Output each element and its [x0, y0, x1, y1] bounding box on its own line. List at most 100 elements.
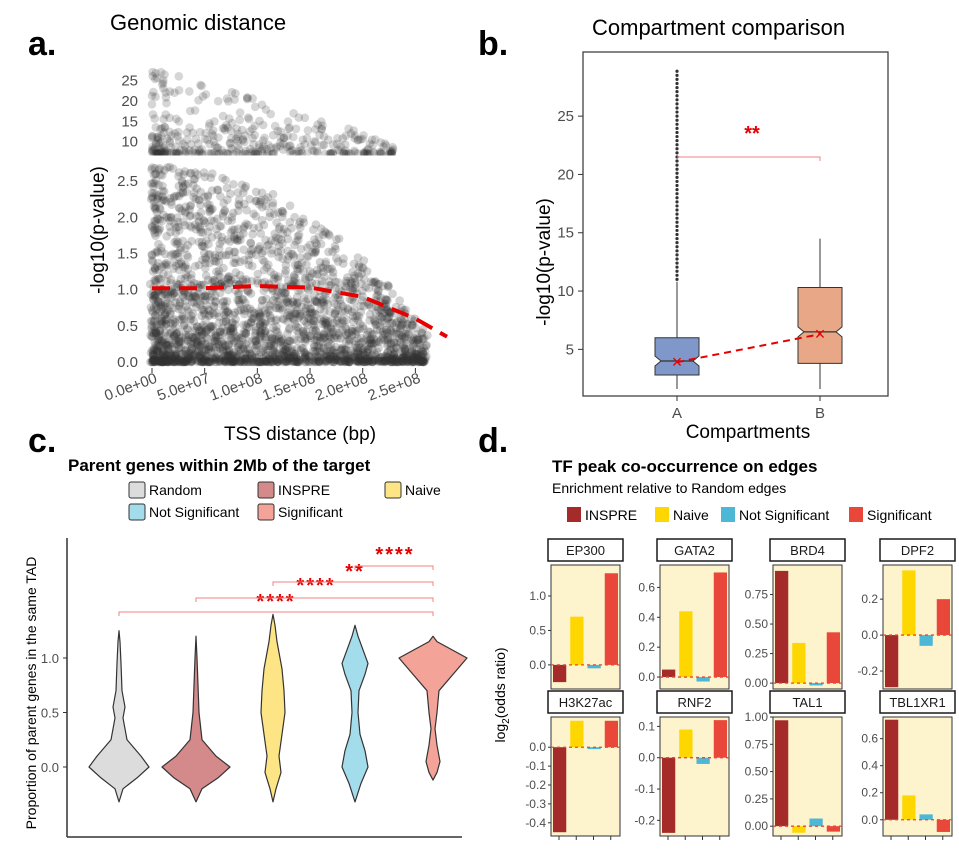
- scatter-point: [241, 349, 250, 359]
- scatter-point: [156, 147, 166, 157]
- scatter-point: [418, 324, 428, 334]
- scatter-point: [243, 319, 253, 328]
- scatter-point: [269, 270, 279, 280]
- scatter-point: [234, 201, 244, 210]
- scatter-point: [249, 147, 258, 156]
- scatter-point: [295, 217, 305, 227]
- scatter-point: [234, 145, 244, 154]
- scatter-point: [342, 331, 352, 340]
- x-axis-label: TSS distance (bp): [224, 424, 376, 445]
- scatter-point: [419, 355, 429, 365]
- scatter-point: [175, 356, 185, 365]
- scatter-point: [353, 356, 362, 366]
- scatter-point: [209, 325, 218, 334]
- scatter-point: [149, 328, 159, 338]
- scatter-point: [201, 346, 211, 356]
- scatter-point: [172, 330, 181, 339]
- scatter-point: [147, 332, 157, 342]
- scatter-point: [398, 353, 408, 362]
- scatter-point: [174, 336, 183, 346]
- scatter-point: [226, 228, 236, 237]
- scatter-point: [181, 356, 191, 365]
- scatter-point: [190, 292, 199, 301]
- scatter-point: [221, 355, 231, 364]
- scatter-point: [148, 71, 157, 81]
- scatter-point: [392, 357, 402, 367]
- scatter-point: [180, 263, 190, 272]
- scatter-point: [283, 234, 293, 244]
- scatter-point: [352, 356, 361, 366]
- scatter-point: [365, 335, 375, 345]
- outlier-point: [675, 224, 679, 228]
- scatter-point: [278, 303, 288, 312]
- scatter-point: [267, 245, 277, 255]
- scatter-point: [287, 312, 296, 321]
- scatter-point: [152, 194, 162, 204]
- scatter-point: [255, 335, 264, 345]
- scatter-point: [258, 120, 268, 130]
- scatter-point: [234, 288, 243, 298]
- scatter-point: [263, 308, 272, 318]
- scatter-point: [161, 315, 171, 324]
- scatter-point: [354, 272, 364, 281]
- scatter-point: [229, 357, 239, 366]
- scatter-point: [211, 357, 220, 367]
- scatter-point: [413, 350, 422, 360]
- scatter-point: [374, 337, 384, 347]
- scatter-point: [155, 326, 165, 335]
- scatter-point: [351, 357, 361, 366]
- scatter-point: [247, 314, 257, 324]
- scatter-point: [228, 357, 238, 366]
- scatter-point: [307, 357, 317, 367]
- scatter-point: [172, 239, 181, 249]
- scatter-point: [194, 345, 203, 355]
- scatter-point: [304, 351, 314, 361]
- scatter-point: [190, 220, 200, 229]
- scatter-point: [333, 293, 343, 302]
- scatter-point: [224, 97, 233, 106]
- scatter-point: [160, 166, 169, 175]
- scatter-point: [326, 148, 336, 158]
- scatter-point: [174, 259, 184, 269]
- scatter-point: [253, 339, 262, 349]
- scatter-point: [312, 352, 322, 361]
- scatter-point: [341, 349, 350, 359]
- scatter-point: [203, 192, 213, 201]
- scatter-point: [183, 240, 193, 250]
- scatter-point: [305, 357, 314, 366]
- scatter-point: [187, 356, 197, 366]
- scatter-point: [147, 306, 157, 315]
- scatter-point: [272, 142, 281, 152]
- scatter-point: [371, 284, 381, 294]
- facet-label: DPF2: [901, 543, 934, 558]
- scatter-point: [375, 354, 384, 363]
- scatter-point: [217, 337, 226, 347]
- scatter-point: [188, 354, 197, 364]
- scatter-point: [386, 146, 395, 156]
- scatter-point: [216, 326, 225, 336]
- scatter-point: [199, 308, 209, 317]
- scatter-point: [188, 333, 198, 342]
- scatter-point: [406, 348, 416, 358]
- scatter-point: [330, 333, 339, 343]
- scatter-point: [241, 357, 250, 367]
- bar-naive: [679, 611, 693, 678]
- scatter-point: [169, 331, 179, 340]
- scatter-point: [348, 267, 357, 277]
- scatter-point: [187, 274, 196, 283]
- scatter-point: [310, 335, 320, 345]
- scatter-point: [326, 357, 336, 366]
- scatter-point: [377, 313, 387, 322]
- y-tick-label: 0.0: [861, 813, 878, 827]
- scatter-point: [398, 341, 407, 350]
- scatter-point: [152, 331, 161, 340]
- scatter-point: [162, 340, 171, 350]
- y-tick-label: 25: [121, 72, 138, 89]
- scatter-point: [380, 139, 390, 148]
- scatter-point: [182, 357, 191, 367]
- scatter-point: [152, 328, 161, 338]
- scatter-point: [164, 351, 173, 361]
- scatter-point: [175, 336, 185, 345]
- scatter-point: [379, 356, 389, 366]
